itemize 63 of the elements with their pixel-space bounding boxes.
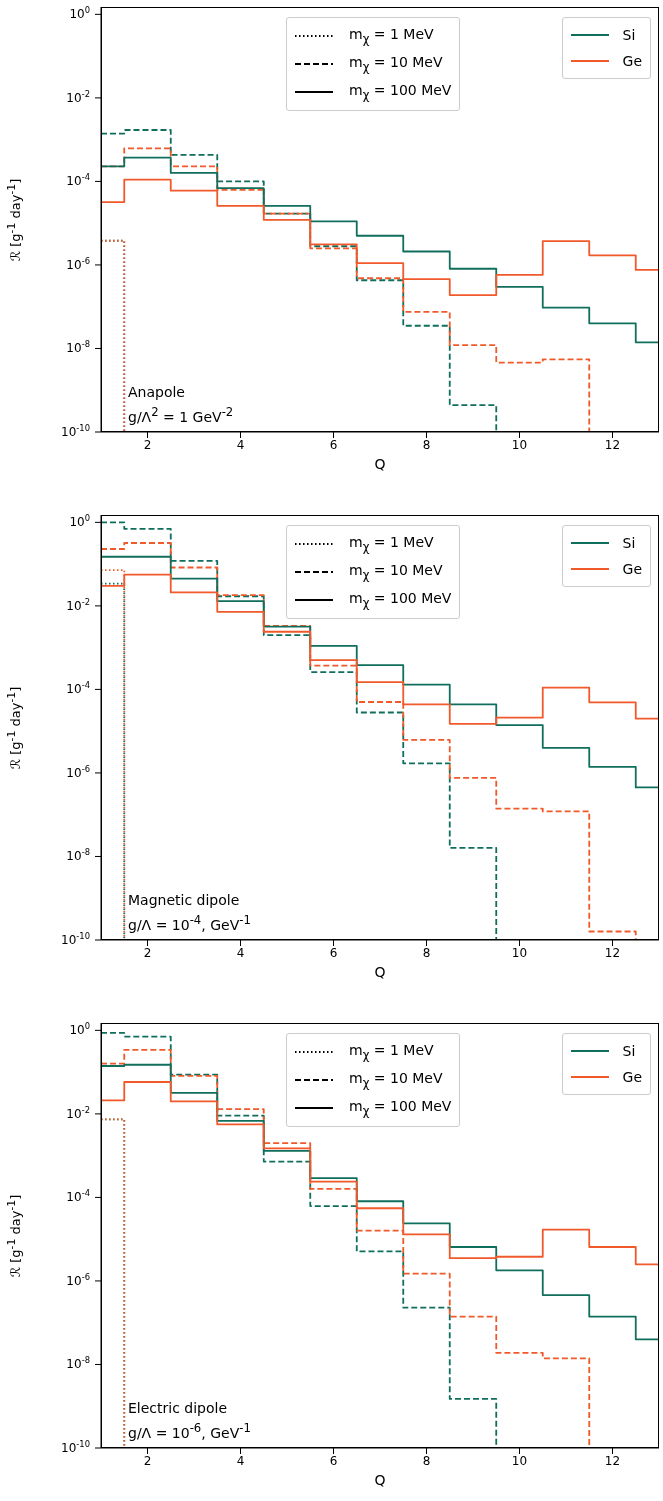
annotation: m$_{χ}$ = 1 MeV [349,26,434,46]
y-tick-label: 10$^{-4}$ [66,680,90,697]
x-tick-label: 2 [143,945,152,960]
annotation: m$_{χ}$ = 10 MeV [349,54,443,74]
legend-label: Si [622,1043,636,1059]
x-tick-label: 4 [236,945,245,960]
annotation: m$_{χ}$ = 10 MeV [349,1070,443,1090]
x-tick-label: 10 [511,945,528,960]
x-tick-label: 12 [604,437,621,452]
y-tick-label: 10$^{-8}$ [66,1355,90,1372]
x-axis-title: Q [373,456,387,472]
annotation: m$_{χ}$ = 100 MeV [349,590,452,610]
y-tick-label: 10$^{-6}$ [66,1271,90,1288]
legend-label: Ge [622,1069,642,1085]
annotation: m$_{χ}$ = 100 MeV [349,1098,452,1118]
y-tick-label: 10$^{-2}$ [66,88,90,105]
legend-label: Si [622,27,636,43]
annotation: Magnetic dipole [128,891,241,910]
y-tick-label: 10$^{-4}$ [66,1188,90,1205]
x-tick-label: 2 [143,1453,152,1468]
x-tick-label: 10 [511,437,528,452]
x-tick-label: 8 [422,437,431,452]
x-axis-title: Q [373,1472,387,1488]
annotation: Electric dipole [128,1399,229,1418]
annotation: m$_{χ}$ = 10 MeV [349,562,443,582]
x-tick-label: 12 [604,945,621,960]
annotation: g/Λ$^{2}$ = 1 GeV$^{-2}$ [128,404,234,427]
legend: m$_{χ}$ = 1 MeV m$_{χ}$ = 10 MeV m$_{χ}$ = 100 MeV [286,17,461,111]
y-tick-label: 10$^{-8}$ [66,339,90,356]
legend-label: Ge [622,53,642,69]
x-tick-label: 10 [511,1453,528,1468]
y-tick-label: 10$^{-10}$ [61,1439,90,1455]
annotation: Anapole [128,383,186,402]
y-tick-label: 10$^{0}$ [69,513,90,530]
y-tick-label: 10$^{-2}$ [66,596,90,613]
legend-label: Ge [622,561,642,577]
annotation: g/Λ = 10$^{-6}$, GeV$^{-1}$ [128,1420,251,1443]
x-tick-label: 4 [236,437,245,452]
y-tick-label: 10$^{-8}$ [66,847,90,864]
x-tick-label: 8 [422,945,431,960]
x-tick-label: 6 [329,1453,338,1468]
x-tick-label: 8 [422,1453,431,1468]
x-tick-label: 4 [236,1453,245,1468]
y-tick-label: 10$^{0}$ [69,5,90,22]
x-tick-label: 6 [329,945,338,960]
y-tick-label: 10$^{-2}$ [66,1104,90,1121]
y-tick-label: 10$^{-10}$ [61,423,90,439]
legend-label: Si [622,535,636,551]
y-tick-label: 10$^{-6}$ [66,763,90,780]
x-tick-label: 2 [143,437,152,452]
y-tick-label: 10$^{0}$ [69,1021,90,1038]
legend: m$_{χ}$ = 1 MeV m$_{χ}$ = 10 MeV m$_{χ}$ = 100 MeV [286,1033,461,1127]
x-tick-label: 12 [604,1453,621,1468]
annotation: m$_{χ}$ = 1 MeV [349,1042,434,1062]
y-tick-label: 10$^{-4}$ [66,172,90,189]
y-tick-label: 10$^{-6}$ [66,255,90,272]
legend: m$_{χ}$ = 1 MeV m$_{χ}$ = 10 MeV m$_{χ}$ = 100 MeV [286,525,461,619]
annotation: m$_{χ}$ = 100 MeV [349,82,452,102]
annotation: m$_{χ}$ = 1 MeV [349,534,434,554]
y-tick-label: 10$^{-10}$ [61,931,90,947]
annotation: g/Λ = 10$^{-4}$, GeV$^{-1}$ [128,912,251,935]
x-axis-title: Q [373,964,387,980]
x-tick-label: 6 [329,437,338,452]
